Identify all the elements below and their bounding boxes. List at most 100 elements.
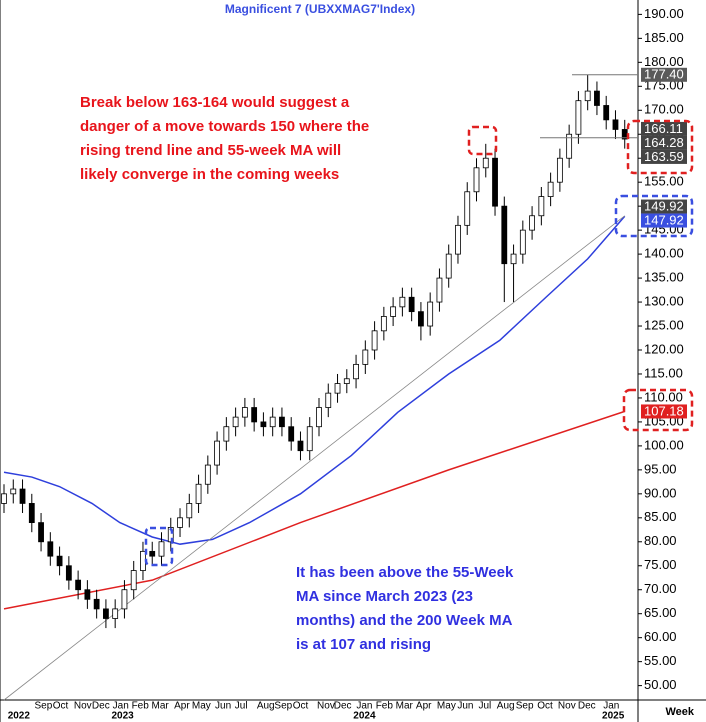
annotation-text: Break below 163-164 would suggest a — [80, 94, 350, 111]
y-tick-label: 185.00 — [644, 30, 684, 45]
x-tick-label: Mar — [151, 701, 169, 712]
x-tick-label: Dec — [92, 701, 110, 712]
candle-body — [10, 488, 17, 495]
price-label: 147.92 — [644, 212, 684, 227]
candle-body — [316, 407, 322, 428]
x-tick-label: Dec — [334, 701, 352, 712]
annotation-text: MA since March 2023 (23 — [296, 588, 473, 605]
x-tick-label: Sep — [34, 701, 52, 712]
candle-body — [112, 608, 119, 619]
highlight-box — [614, 194, 694, 238]
candle-body — [594, 90, 600, 106]
x-tick-label: Nov — [74, 701, 92, 712]
candle-body — [482, 157, 489, 169]
x-tick-label: Oct — [537, 701, 553, 712]
price-label-box — [641, 149, 687, 164]
candle-body — [408, 296, 415, 313]
annotation-text: is at 107 and rising — [296, 636, 431, 653]
indicator-line — [3, 410, 625, 610]
candle-body — [418, 311, 424, 327]
candle-body — [473, 167, 480, 193]
candle-body — [306, 426, 313, 452]
x-tick-label: Jul — [478, 701, 491, 712]
candle-body — [353, 363, 359, 380]
y-tick-label: 125.00 — [644, 317, 684, 332]
candle-body — [65, 565, 72, 581]
x-axis-label: Week — [665, 706, 694, 718]
x-tick-label: Feb — [376, 701, 394, 712]
year-label: 2025 — [602, 711, 625, 722]
candle-body — [547, 181, 554, 197]
candle-body — [612, 119, 619, 130]
x-tick-label: Dec — [578, 701, 596, 712]
candle-body — [19, 488, 26, 504]
x-tick-label: Jul — [235, 701, 248, 712]
candle-body — [158, 541, 165, 557]
candle-body — [130, 570, 137, 591]
x-tick-label: Aug — [257, 701, 275, 712]
highlight-boxes — [144, 119, 694, 567]
x-tick-label: Oct — [293, 701, 309, 712]
x-tick-label: Jun — [215, 701, 231, 712]
y-tick-label: 75.00 — [644, 557, 677, 572]
x-tick-label: Aug — [497, 701, 515, 712]
x-tick-label: Sep — [274, 701, 292, 712]
year-label: 2024 — [353, 711, 376, 722]
candle-body — [343, 378, 350, 384]
annotation-text: likely converge in the coming weeks — [80, 166, 339, 183]
candle-body — [492, 157, 498, 207]
annotation-text: It has been above the 55-Week — [296, 564, 514, 581]
candle-body — [584, 90, 591, 102]
candle-body — [279, 416, 285, 428]
candle-body — [93, 598, 100, 610]
y-tick-label: 120.00 — [644, 341, 684, 356]
y-tick-label: 95.00 — [644, 461, 677, 476]
y-tick-label: 140.00 — [644, 246, 684, 261]
price-label-box — [641, 213, 687, 228]
candle-body — [399, 296, 406, 308]
y-tick-label: 70.00 — [644, 581, 677, 596]
candle-body — [455, 224, 461, 255]
year-label: 2022 — [8, 711, 31, 722]
candle-body — [28, 503, 35, 524]
candle-body — [177, 517, 183, 528]
annotation-text: danger of a move towards 150 where the — [80, 118, 369, 135]
candle-body — [251, 407, 258, 423]
y-tick-label: 180.00 — [644, 54, 684, 69]
price-label-box — [641, 404, 687, 419]
x-tick-label: Jun — [457, 701, 473, 712]
candle-body — [195, 483, 202, 504]
year-label: 2023 — [111, 711, 134, 722]
x-tick-label: Jan — [356, 701, 372, 712]
x-tick-label: May — [192, 701, 211, 712]
candle-body — [121, 589, 128, 610]
candle-body — [260, 421, 267, 428]
x-tick-label: Apr — [174, 701, 190, 712]
highlight-box — [467, 125, 498, 156]
candle-body — [325, 392, 332, 408]
candle-body — [297, 440, 304, 452]
x-tick-label: Nov — [317, 701, 335, 712]
y-tick-label: 135.00 — [644, 270, 684, 285]
y-tick-label: 115.00 — [644, 365, 683, 380]
x-tick-label: Jan — [113, 701, 129, 712]
candle-body — [436, 277, 443, 303]
y-tick-label: 80.00 — [644, 533, 677, 548]
annotation-text: rising trend line and 55-week MA will — [80, 142, 341, 159]
price-label-box — [641, 199, 687, 214]
indicator-line — [3, 215, 626, 545]
y-tick-label: 130.00 — [644, 293, 684, 308]
x-tick-label: Mar — [396, 701, 414, 712]
candle-body — [445, 253, 452, 279]
y-tick-label: 65.00 — [644, 605, 677, 620]
candle-body — [288, 426, 295, 442]
candle-body — [427, 301, 434, 327]
candle-body — [371, 330, 378, 351]
x-tick-label: Nov — [558, 701, 576, 712]
candle-body — [75, 579, 82, 591]
x-tick-label: Apr — [416, 701, 432, 712]
candle-body — [380, 316, 387, 332]
y-tick-label: 50.00 — [644, 677, 677, 692]
price-label-box — [641, 121, 687, 136]
